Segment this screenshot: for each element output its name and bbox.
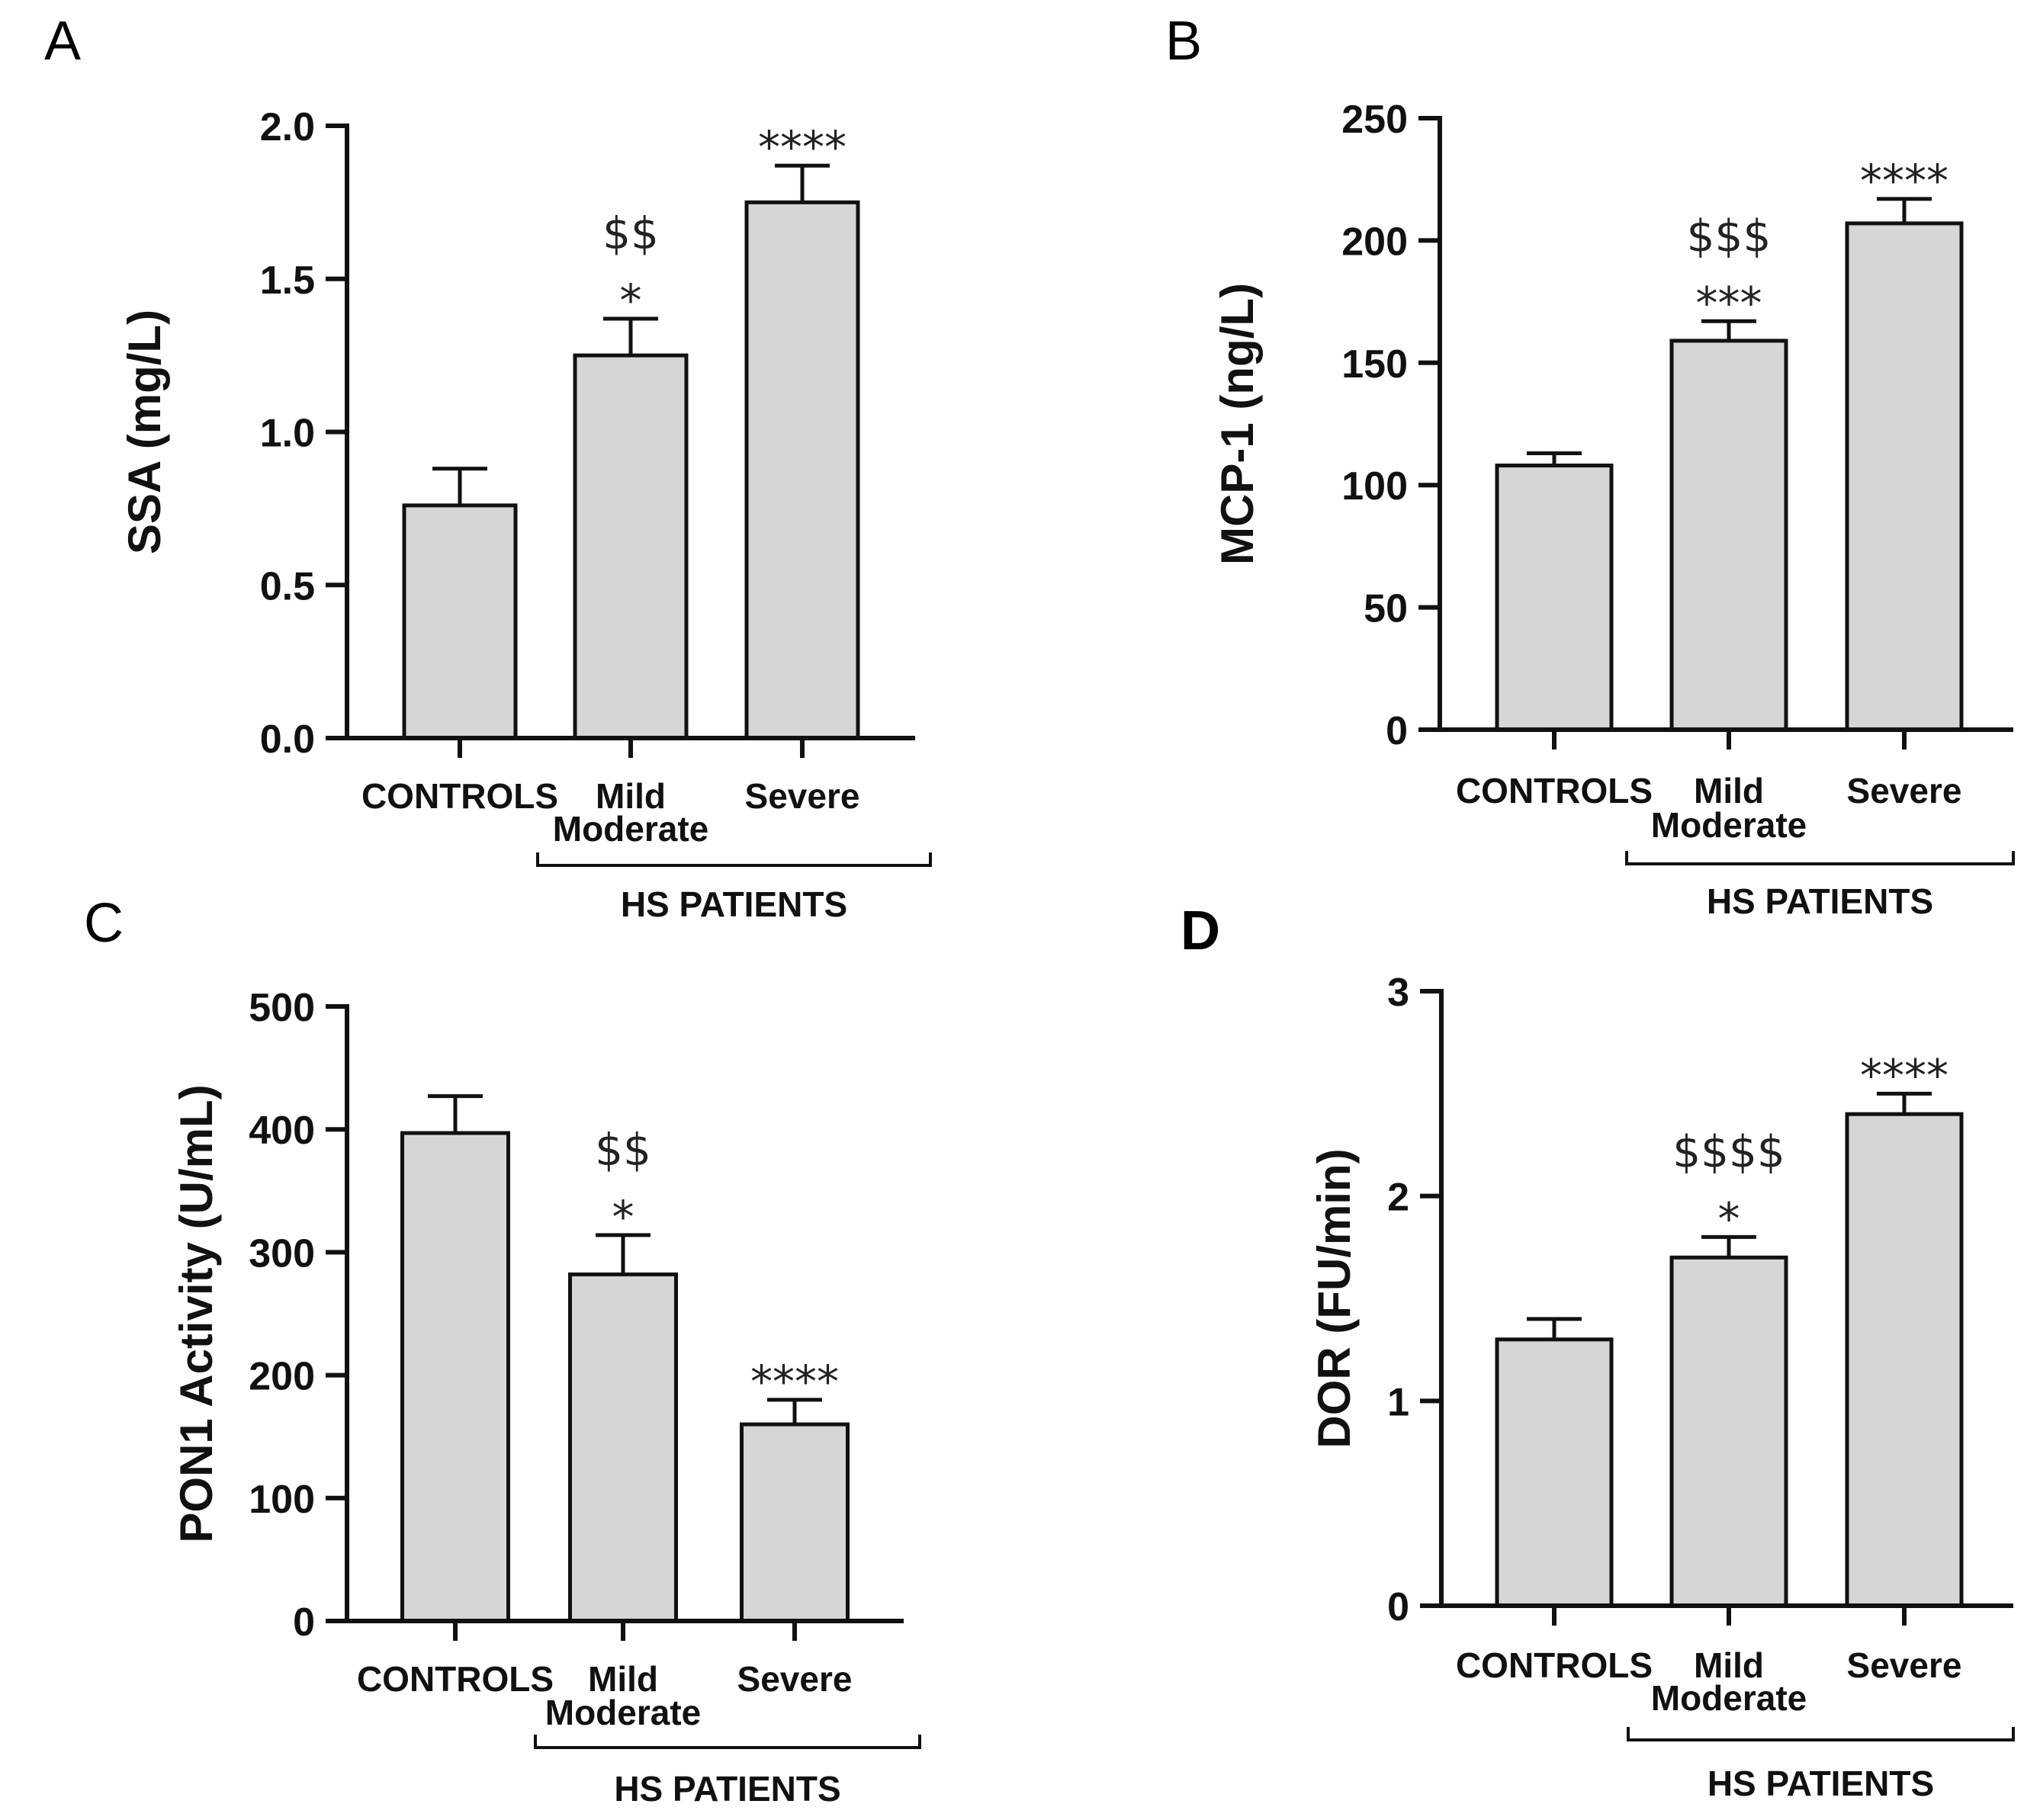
category-label: Moderate: [1651, 805, 1807, 845]
y-tick-label: 400: [249, 1109, 315, 1153]
panel-letter: D: [1181, 900, 1220, 961]
y-tick-label: 50: [1364, 587, 1408, 631]
bar: [400, 1131, 510, 1623]
category-label: Mild: [596, 776, 666, 816]
significance-label: $$: [595, 1124, 651, 1176]
category-label: Mild: [1694, 1645, 1764, 1685]
y-tick-label: 500: [249, 986, 315, 1030]
category-label: Severe: [1847, 771, 1962, 810]
y-tick-label: 3: [1387, 971, 1409, 1015]
y-axis-title: PON1 Activity (U/mL): [171, 1084, 222, 1542]
bar: [1495, 1337, 1614, 1608]
significance-label: ****: [1860, 155, 1948, 207]
group-bracket: [1627, 1727, 2015, 1741]
y-tick-label: 100: [1341, 464, 1408, 509]
category-label: Moderate: [553, 809, 708, 849]
y-tick-label: 1.0: [260, 412, 315, 456]
category-label: Mild: [588, 1659, 658, 1699]
bar: [1845, 221, 1964, 732]
y-tick-label: 0: [293, 1600, 315, 1645]
panel-letter: A: [44, 11, 81, 72]
y-tick-label: 0: [1387, 1585, 1409, 1629]
bar: [744, 200, 860, 740]
significance-label: *: [612, 1191, 634, 1243]
significance-label: *: [620, 274, 642, 326]
bar: [402, 503, 518, 740]
y-tick-label: 0: [1386, 709, 1408, 753]
group-label: HS PATIENTS: [621, 884, 847, 924]
significance-label: *: [1718, 1192, 1740, 1244]
group-label: HS PATIENTS: [1707, 1764, 1934, 1803]
category-label: CONTROLS: [1456, 1645, 1653, 1685]
y-tick-label: 1.5: [260, 258, 315, 303]
panel-letter: B: [1165, 11, 1202, 72]
group-bracket: [536, 852, 932, 867]
panel-c: C PON1 Activity (U/mL) CONTROLS $$ * MildMode…: [84, 893, 921, 1809]
bar: [740, 1422, 850, 1623]
category-label: Moderate: [1651, 1678, 1807, 1718]
significance-label: $$$$: [1672, 1125, 1785, 1177]
y-tick-label: 300: [249, 1231, 315, 1276]
y-tick-label: 150: [1341, 342, 1408, 387]
category-label: Mild: [1694, 771, 1764, 810]
y-tick-label: 2: [1387, 1176, 1409, 1220]
bar: [573, 353, 689, 740]
y-tick-label: 1: [1387, 1380, 1409, 1424]
bar: [1669, 1255, 1788, 1608]
significance-label: ****: [1860, 1049, 1948, 1101]
bar: [568, 1272, 678, 1623]
group-bracket: [534, 1735, 921, 1749]
y-axis-title: DOR (FU/min): [1309, 1148, 1360, 1448]
category-label: Severe: [1847, 1645, 1962, 1685]
y-tick-label: 250: [1341, 98, 1408, 142]
group-label: HS PATIENTS: [1707, 881, 1933, 921]
category-label: Moderate: [545, 1693, 701, 1732]
bar: [1495, 464, 1614, 732]
category-label: CONTROLS: [1456, 771, 1653, 810]
y-axis-title: SSA (mg/L): [119, 310, 170, 554]
category-label: CONTROLS: [361, 776, 558, 816]
y-tick-label: 2.0: [260, 105, 315, 149]
y-tick-label: 200: [249, 1355, 315, 1399]
significance-label: ****: [758, 121, 847, 173]
panel-letter: C: [84, 893, 124, 954]
significance-label: ***: [1696, 277, 1762, 329]
bar: [1669, 339, 1788, 732]
category-label: Severe: [737, 1659, 853, 1699]
y-tick-label: 100: [249, 1478, 315, 1522]
y-tick-label: 0.5: [260, 564, 315, 608]
significance-label: ****: [750, 1356, 839, 1408]
significance-label: $$: [602, 207, 659, 259]
category-label: Severe: [745, 776, 860, 816]
y-tick-label: 0.0: [260, 717, 315, 762]
bar: [1845, 1112, 1964, 1608]
group-bracket: [1625, 851, 2015, 865]
category-label: CONTROLS: [357, 1659, 554, 1699]
y-axis-title: MCP-1 (ng/L): [1212, 283, 1263, 565]
y-tick-label: 200: [1341, 220, 1408, 264]
group-label: HS PATIENTS: [614, 1769, 840, 1809]
significance-label: $$$: [1687, 210, 1772, 262]
